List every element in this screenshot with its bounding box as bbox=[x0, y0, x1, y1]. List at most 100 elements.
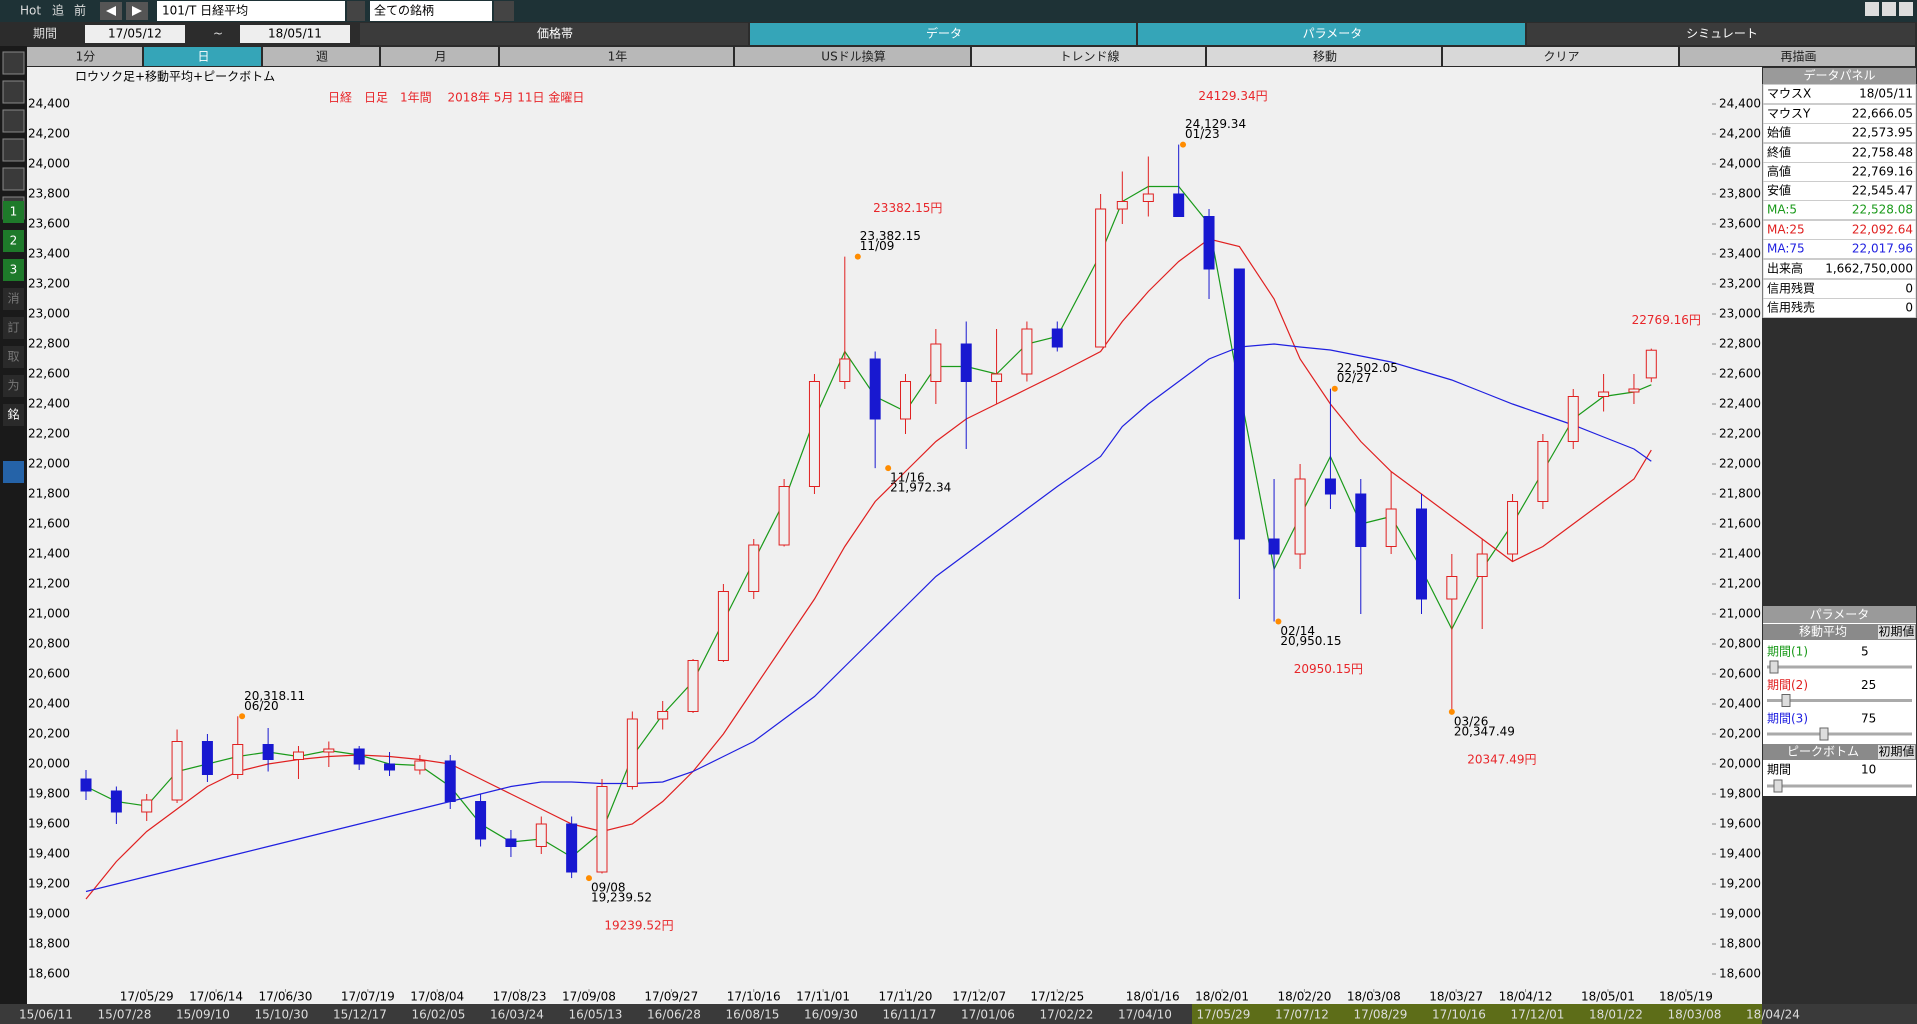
panel-label: MA:25 bbox=[1767, 223, 1805, 237]
candle-body bbox=[717, 591, 729, 661]
peak-big-label: 19239.52円 bbox=[604, 919, 673, 933]
timeline-label: 18/01/22 bbox=[1589, 1008, 1643, 1022]
tool-icon[interactable] bbox=[3, 230, 24, 252]
tool-icon[interactable] bbox=[3, 288, 24, 310]
peak-dot bbox=[885, 465, 892, 472]
tool-label: 3 bbox=[10, 263, 18, 277]
candle-body bbox=[1598, 391, 1610, 397]
tool-icon[interactable] bbox=[3, 375, 24, 397]
candle-body bbox=[1567, 396, 1579, 442]
to-box[interactable] bbox=[240, 25, 350, 43]
maximize-button[interactable] bbox=[1882, 2, 1896, 16]
timeline-label: 17/07/12 bbox=[1275, 1008, 1329, 1022]
button-label: トレンド線 bbox=[1059, 49, 1119, 64]
tab[interactable] bbox=[1138, 23, 1525, 45]
button[interactable] bbox=[1207, 47, 1441, 66]
peak-value: 20,347.49 bbox=[1454, 724, 1515, 738]
tool-icon[interactable] bbox=[2, 109, 25, 133]
candle-body bbox=[596, 786, 608, 873]
tool-icon[interactable] bbox=[3, 201, 24, 223]
x-tick-label: 18/02/01 bbox=[1195, 990, 1249, 1004]
param-value: 10 bbox=[1861, 763, 1876, 777]
param-value: 25 bbox=[1861, 678, 1876, 692]
y-tick-label: 22,200 bbox=[28, 427, 70, 441]
universe-drop[interactable] bbox=[494, 1, 514, 21]
candle-body bbox=[1537, 441, 1549, 502]
annotation: 22769.16円 bbox=[1632, 313, 1701, 327]
timeline-label: 17/04/10 bbox=[1118, 1008, 1172, 1022]
candle-body bbox=[1324, 478, 1336, 495]
timeline-label: 17/05/29 bbox=[1197, 1008, 1251, 1022]
panel-value: 22,573.95 bbox=[1852, 126, 1913, 140]
panel-label: 安値 bbox=[1767, 183, 1791, 198]
candle-body bbox=[232, 744, 244, 775]
param-label: 期間(1) bbox=[1767, 645, 1808, 659]
y-tick-label-right: 20,000 bbox=[1719, 757, 1761, 771]
button[interactable] bbox=[144, 47, 261, 66]
button[interactable] bbox=[27, 47, 142, 66]
tab[interactable] bbox=[750, 23, 1136, 45]
timeline-label: 15/12/17 bbox=[333, 1008, 387, 1022]
tool-icon[interactable] bbox=[3, 461, 24, 483]
from-box[interactable] bbox=[85, 25, 185, 43]
symbol-drop[interactable] bbox=[347, 1, 365, 21]
candle-body bbox=[1142, 193, 1154, 202]
tool-icon[interactable] bbox=[2, 138, 25, 162]
close-button[interactable] bbox=[1899, 2, 1913, 16]
tool-icon[interactable] bbox=[3, 346, 24, 368]
param-title: パラメータ bbox=[1810, 608, 1870, 622]
peak-date: 02/27 bbox=[1337, 371, 1372, 385]
tool-icon[interactable] bbox=[2, 51, 25, 75]
candle-body bbox=[900, 381, 912, 420]
reset-button[interactable] bbox=[1878, 625, 1915, 639]
timeline-label: 18/03/08 bbox=[1668, 1008, 1722, 1022]
panel-label: MA:5 bbox=[1767, 203, 1797, 217]
button[interactable] bbox=[972, 47, 1205, 66]
y-tick-label-right: 24,400 bbox=[1719, 97, 1761, 111]
y-tick-label-right: 22,400 bbox=[1719, 397, 1761, 411]
param-subheader-label: 移動平均 bbox=[1799, 625, 1847, 639]
symbol-box[interactable] bbox=[157, 1, 345, 21]
y-tick-label-right: 22,000 bbox=[1719, 457, 1761, 471]
panel-value: 0 bbox=[1905, 282, 1913, 296]
y-tick-label: 18,600 bbox=[28, 967, 70, 981]
tab-label: パラメータ bbox=[1303, 27, 1363, 41]
to-text: 18/05/11 bbox=[268, 27, 322, 41]
button[interactable] bbox=[1443, 47, 1678, 66]
universe-box[interactable] bbox=[370, 1, 492, 21]
tool-icon[interactable] bbox=[3, 259, 24, 281]
panel-value: 0 bbox=[1905, 301, 1913, 315]
button[interactable] bbox=[1680, 47, 1915, 66]
candle-body bbox=[141, 799, 153, 813]
timeline-label: 15/07/28 bbox=[98, 1008, 152, 1022]
slider-handle[interactable] bbox=[1773, 779, 1783, 793]
tool-icon[interactable] bbox=[2, 167, 25, 191]
minimize-button[interactable] bbox=[1865, 2, 1879, 16]
tool-label: 訂 bbox=[7, 320, 19, 335]
button[interactable] bbox=[735, 47, 970, 66]
param-label: 期間(3) bbox=[1767, 712, 1808, 726]
candle-body bbox=[808, 381, 820, 487]
param-value: 75 bbox=[1861, 712, 1876, 726]
x-tick-label: 18/03/27 bbox=[1429, 990, 1483, 1004]
button[interactable] bbox=[263, 47, 379, 66]
tab[interactable] bbox=[360, 23, 748, 45]
panel-value: 22,092.64 bbox=[1852, 223, 1913, 237]
panel-value: 22,769.16 bbox=[1852, 165, 1913, 179]
button[interactable] bbox=[500, 47, 733, 66]
reset-button[interactable] bbox=[1878, 745, 1915, 759]
slider-handle[interactable] bbox=[1819, 727, 1829, 741]
candle-body bbox=[444, 760, 456, 802]
tool-icon[interactable] bbox=[3, 317, 24, 339]
ma-line bbox=[85, 238, 1652, 900]
slider-handle[interactable] bbox=[1781, 694, 1791, 707]
y-tick-label-right: 24,000 bbox=[1719, 157, 1761, 171]
panel-label: 始値 bbox=[1767, 125, 1791, 140]
tool-icon[interactable] bbox=[2, 80, 25, 104]
tab[interactable] bbox=[1527, 23, 1915, 45]
slider-handle[interactable] bbox=[1769, 660, 1779, 674]
tool-icon[interactable] bbox=[3, 404, 24, 426]
button[interactable] bbox=[381, 47, 498, 66]
y-tick-label: 21,400 bbox=[28, 547, 70, 561]
